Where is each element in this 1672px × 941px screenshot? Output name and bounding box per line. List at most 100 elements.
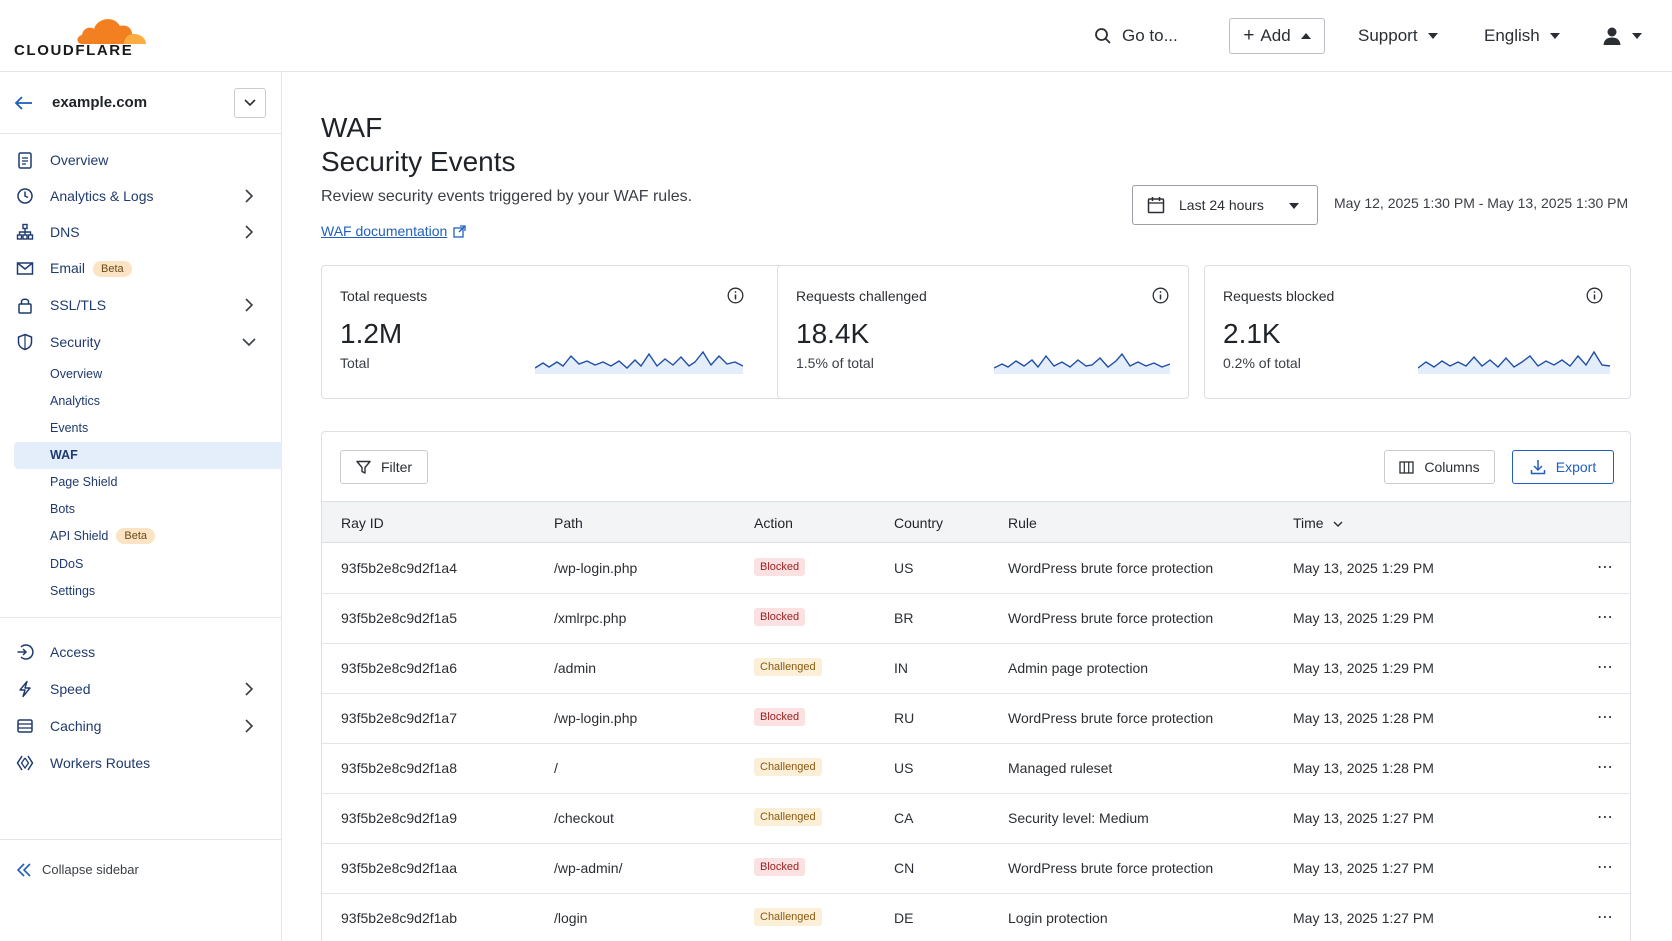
more-actions-icon[interactable]: ⋯ — [1597, 809, 1614, 826]
sort-descending-icon — [1333, 521, 1343, 527]
sidebar-item-overview[interactable]: Overview — [0, 143, 282, 177]
more-actions-icon[interactable]: ⋯ — [1597, 609, 1614, 626]
table-row[interactable]: 93f5b2e8c9d2f1ab/login Challenged DE Login … — [322, 894, 1630, 941]
card-subtext: Total — [340, 355, 370, 371]
zone-name: example.com — [52, 94, 148, 111]
waf-documentation-link[interactable]: WAF documentation — [321, 223, 466, 239]
chevron-right-icon — [245, 682, 254, 696]
sidebar-item-caching[interactable]: Caching — [0, 709, 282, 743]
goto-label: Go to... — [1122, 26, 1178, 45]
cloudflare-logo[interactable]: CLOUDFLARE — [14, 12, 146, 60]
cell-path: /wp-login.php — [554, 710, 638, 726]
sidebar: example.com Overview Analytics & Logs DN… — [0, 72, 282, 941]
columns-button[interactable]: Columns — [1384, 450, 1495, 484]
cell-country: US — [894, 760, 914, 776]
collapse-sidebar-button[interactable]: Collapse sidebar — [16, 862, 139, 877]
info-icon[interactable] — [727, 287, 744, 304]
sidebar-item-email[interactable]: Email Beta — [0, 251, 282, 285]
sidebar-subitem-overview[interactable]: Overview — [50, 367, 103, 381]
column-header-path[interactable]: Path — [554, 515, 583, 531]
filter-button[interactable]: Filter — [340, 450, 428, 484]
sidebar-subitem-page-shield[interactable]: Page Shield — [50, 475, 118, 489]
sidebar-item-label: Overview — [50, 152, 109, 168]
caret-down-icon — [1289, 203, 1299, 209]
chevron-down-icon — [244, 99, 256, 107]
table-row[interactable]: 93f5b2e8c9d2f1a6/admin Challenged IN Admin … — [322, 644, 1630, 694]
export-button[interactable]: Export — [1512, 450, 1614, 484]
table-row[interactable]: 93f5b2e8c9d2f1aa/wp-admin/Blocked CN WordP… — [322, 844, 1630, 894]
goto-search[interactable]: Go to... — [1094, 18, 1178, 54]
cell-ray-id: 93f5b2e8c9d2f1a5 — [341, 610, 457, 626]
shield-icon — [17, 333, 33, 351]
column-header-action[interactable]: Action — [754, 515, 793, 531]
doc-link-label: WAF documentation — [321, 223, 448, 239]
sparkline-chart — [994, 352, 1170, 374]
sidebar-item-analytics-logs[interactable]: Analytics & Logs — [0, 179, 282, 213]
time-header-label: Time — [1293, 515, 1324, 531]
sidebar-subitem-settings[interactable]: Settings — [50, 584, 96, 598]
info-icon[interactable] — [1152, 287, 1169, 304]
cell-rule: WordPress brute force protection — [1008, 860, 1214, 876]
sidebar-item-workers-routes[interactable]: Workers Routes — [0, 746, 282, 780]
sidebar-item-label: Access — [50, 644, 96, 660]
more-actions-icon[interactable]: ⋯ — [1597, 709, 1614, 726]
column-header-country[interactable]: Country — [894, 515, 944, 531]
sidebar-subitem-waf[interactable]: WAF — [50, 448, 78, 462]
collapse-label: Collapse sidebar — [42, 862, 139, 877]
cell-path: /login — [554, 910, 588, 926]
more-actions-icon[interactable]: ⋯ — [1597, 859, 1614, 876]
language-menu[interactable]: English — [1484, 18, 1560, 54]
add-button[interactable]: + Add — [1229, 18, 1325, 54]
table-row[interactable]: 93f5b2e8c9d2f1a9/checkout Challenged CA Sec… — [322, 794, 1630, 844]
card-value: 2.1K — [1223, 318, 1281, 349]
beta-badge: Beta — [116, 528, 156, 544]
sidebar-item-label: SSL/TLS — [50, 297, 107, 313]
cell-time: May 13, 2025 1:28 PM — [1293, 710, 1434, 726]
sidebar-item-dns[interactable]: DNS — [0, 215, 282, 249]
more-actions-icon[interactable]: ⋯ — [1597, 909, 1614, 926]
table-row[interactable]: 93f5b2e8c9d2f1a5/xmlrpc.php Blocked BR Word… — [322, 594, 1630, 644]
cell-time: May 13, 2025 1:27 PM — [1293, 810, 1434, 826]
column-header-rule[interactable]: Rule — [1008, 515, 1037, 531]
more-actions-icon[interactable]: ⋯ — [1597, 559, 1614, 576]
events-table-panel: Filter Columns Export Ray ID Path Action… — [321, 431, 1631, 941]
sidebar-item-speed[interactable]: Speed — [0, 672, 282, 706]
chevron-right-icon — [245, 719, 254, 733]
chevron-right-icon — [245, 189, 254, 203]
support-menu[interactable]: Support — [1358, 18, 1438, 54]
sidebar-subitem-bots[interactable]: Bots — [50, 502, 76, 516]
column-header-ray-id[interactable]: Ray ID — [341, 515, 384, 531]
sidebar-active-highlight — [14, 442, 282, 469]
page-description: Review security events triggered by your… — [321, 188, 693, 205]
table-row[interactable]: 93f5b2e8c9d2f1a8 / Challenged US Managed rul… — [322, 744, 1630, 794]
more-actions-icon[interactable]: ⋯ — [1597, 759, 1614, 776]
info-icon[interactable] — [1586, 287, 1603, 304]
action-badge: Blocked — [754, 608, 806, 626]
table-row[interactable]: 93f5b2e8c9d2f1a7/wp-login.php Blocked RU Wo… — [322, 694, 1630, 744]
arrow-left-icon[interactable] — [14, 93, 34, 113]
sidebar-subitem-api-shield[interactable]: API Shield Beta — [50, 528, 156, 545]
cell-ray-id: 93f5b2e8c9d2f1aa — [341, 860, 457, 876]
sidebar-subitem-events[interactable]: Events — [50, 421, 89, 435]
sparkline-chart — [535, 350, 743, 374]
plus-icon: + — [1243, 25, 1255, 46]
user-menu[interactable] — [1602, 18, 1642, 54]
zone-dropdown-button[interactable] — [234, 88, 266, 118]
sidebar-item-security[interactable]: Security — [0, 325, 282, 359]
support-label: Support — [1358, 26, 1418, 45]
sidebar-subitem-analytics[interactable]: Analytics — [50, 394, 101, 408]
external-link-icon — [453, 224, 466, 238]
sidebar-divider — [0, 839, 282, 840]
sidebar-item-ssl-tls[interactable]: SSL/TLS — [0, 288, 282, 322]
cell-path: /checkout — [554, 810, 614, 826]
time-range-select[interactable]: Last 24 hours — [1132, 185, 1318, 225]
card-subtext: 0.2% of total — [1223, 355, 1301, 371]
cell-path: /admin — [554, 660, 597, 676]
page-subtitle: Security Events — [321, 146, 516, 177]
more-actions-icon[interactable]: ⋯ — [1597, 659, 1614, 676]
sidebar-item-access[interactable]: Access — [0, 635, 282, 669]
sidebar-subitem-ddos[interactable]: DDoS — [50, 557, 84, 571]
table-row[interactable]: 93f5b2e8c9d2f1a4/wp-login.php Blocked US Wo… — [322, 544, 1630, 594]
column-header-time[interactable]: Time — [1293, 515, 1343, 531]
cell-country: DE — [894, 910, 914, 926]
